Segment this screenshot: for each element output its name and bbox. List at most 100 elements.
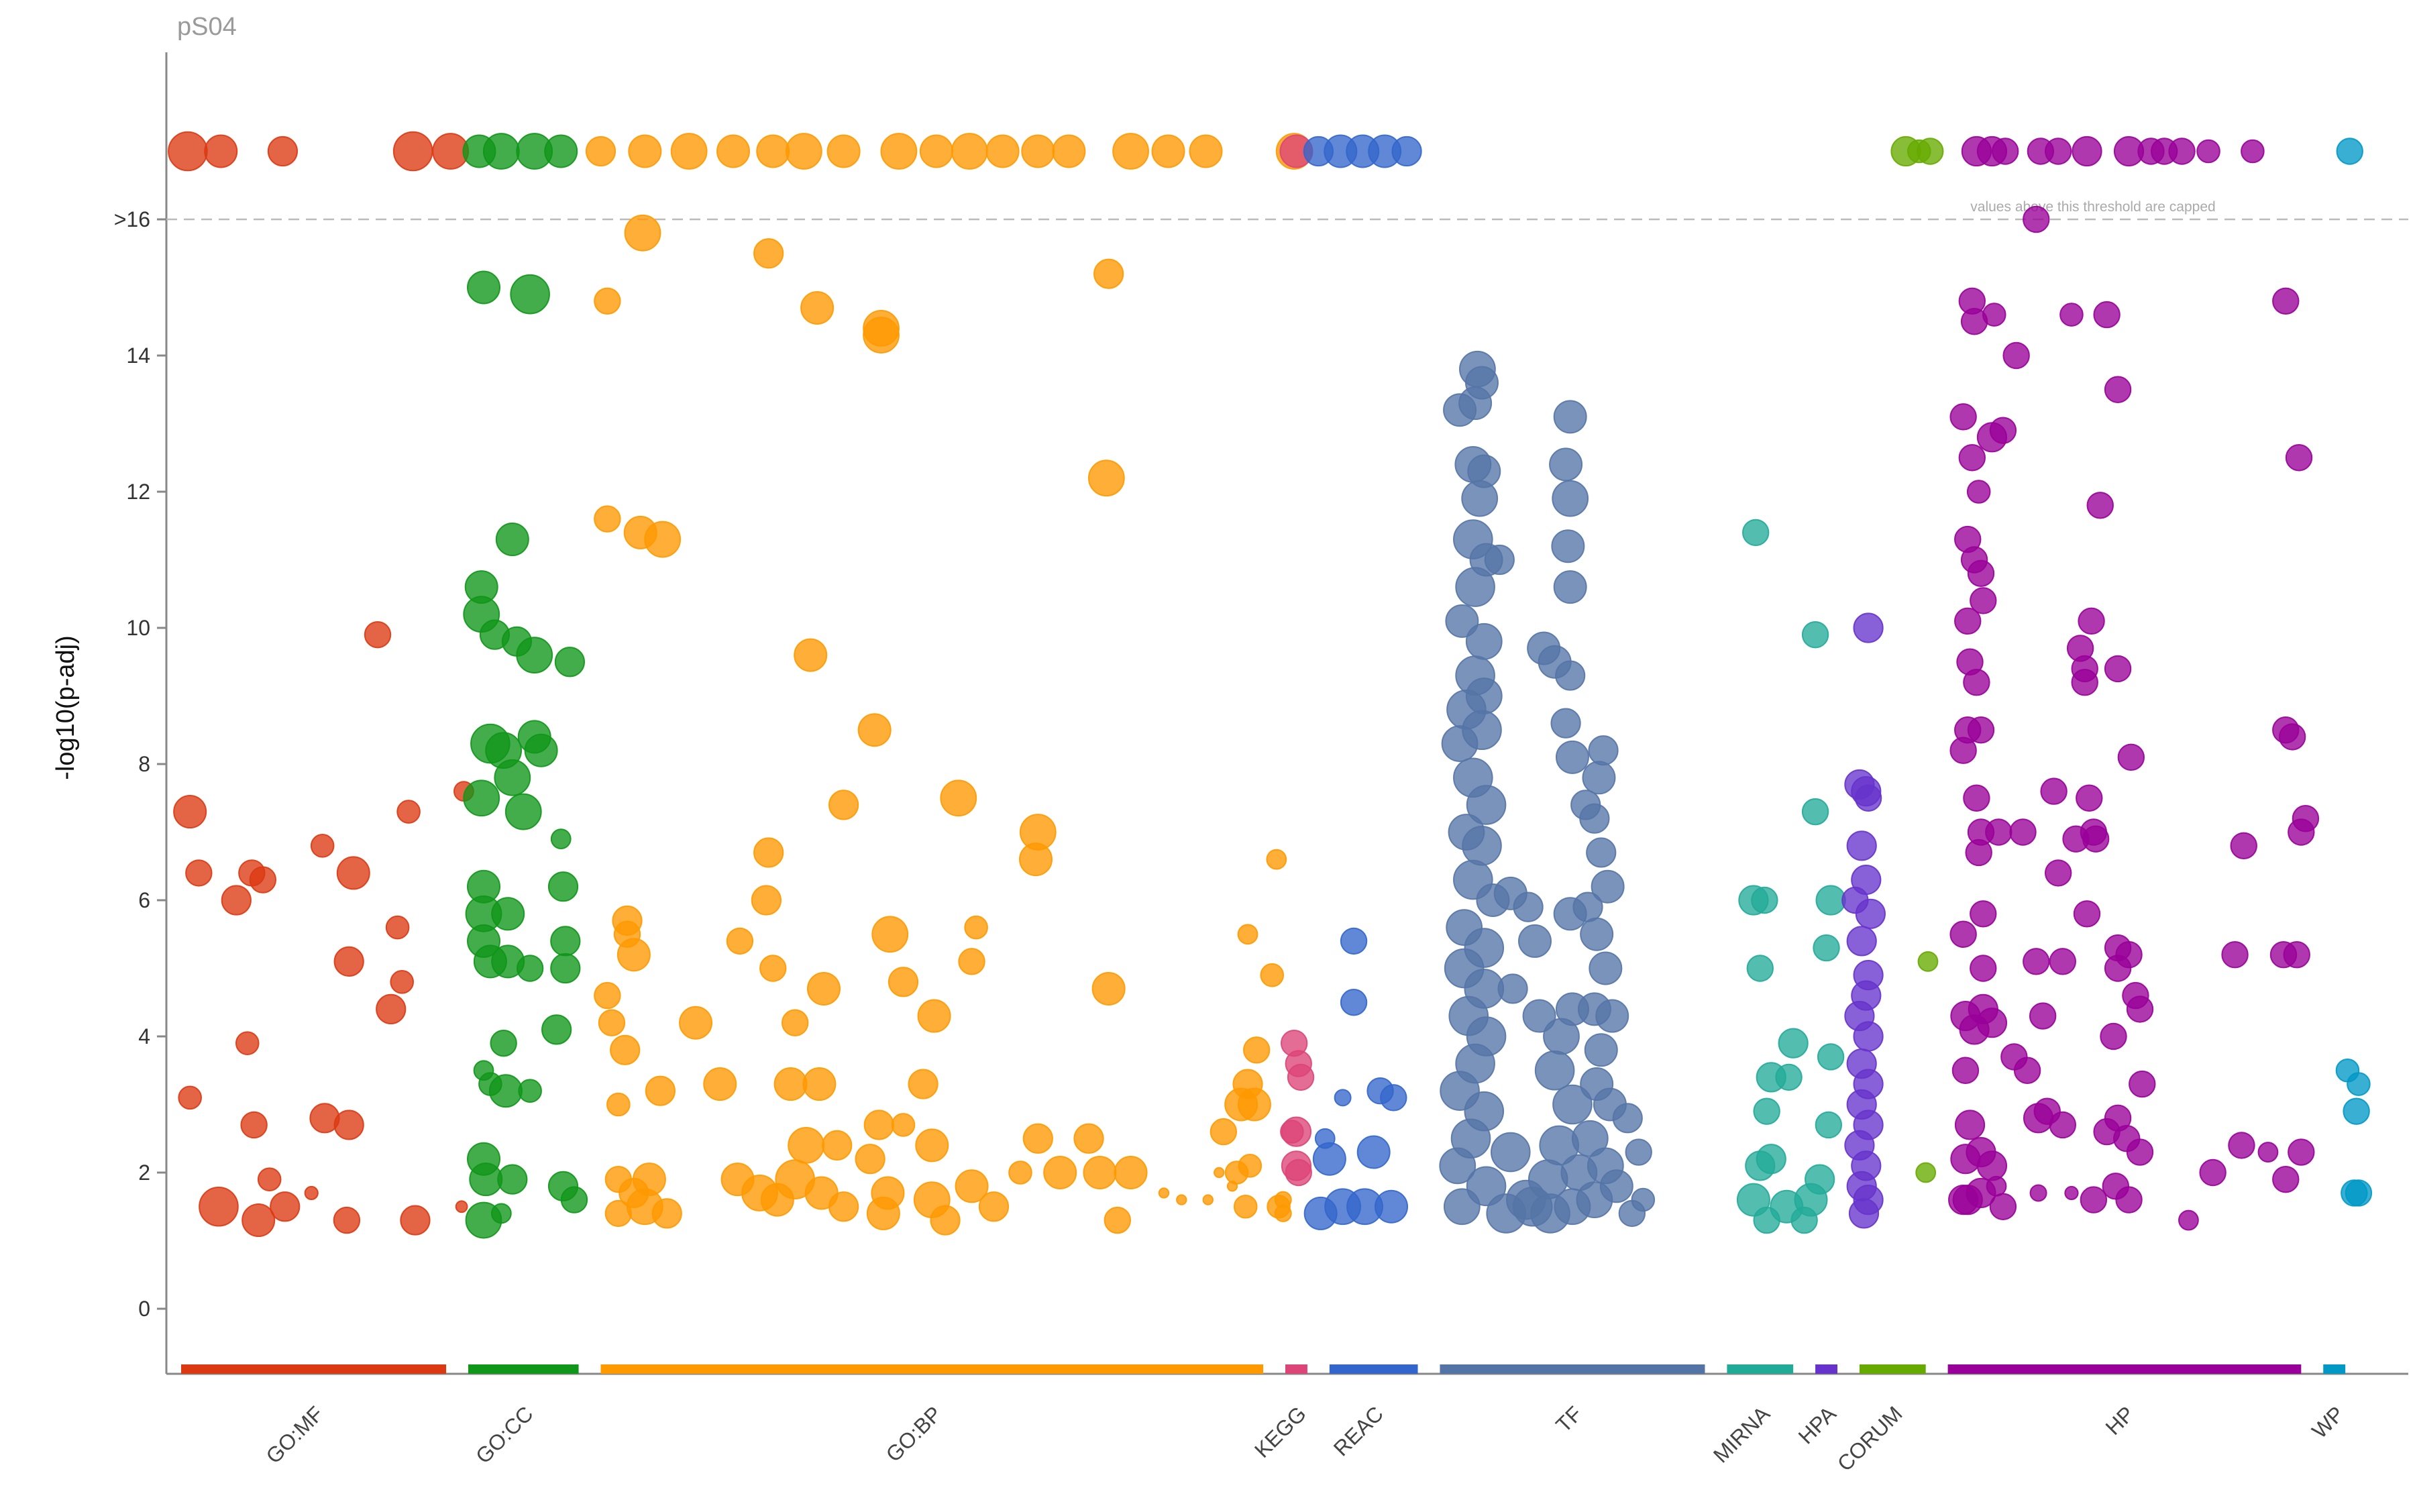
source-bar	[1285, 1364, 1307, 1374]
data-point	[1151, 134, 1185, 168]
data-point	[773, 1067, 808, 1101]
data-point	[1465, 623, 1503, 660]
data-point	[1513, 892, 1544, 922]
data-point	[645, 1075, 676, 1106]
data-point	[1949, 737, 1977, 764]
data-point	[1595, 999, 1629, 1033]
series-points	[2335, 138, 2373, 1207]
y-tick-label: 6	[138, 888, 150, 912]
data-point	[1112, 133, 1149, 170]
data-point	[594, 981, 621, 1010]
data-point	[1260, 963, 1285, 987]
data-point	[1266, 849, 1287, 870]
data-point	[2072, 136, 2102, 167]
data-point	[495, 523, 529, 557]
data-point	[785, 133, 822, 170]
data-point	[1552, 1084, 1593, 1125]
data-point	[1274, 1204, 1292, 1222]
data-point	[1280, 1120, 1304, 1144]
data-point	[1073, 1123, 1104, 1154]
data-point	[1555, 740, 1589, 774]
data-point	[1976, 1150, 2008, 1181]
data-point	[1853, 612, 1884, 643]
data-point	[822, 1130, 853, 1161]
data-point	[1334, 1089, 1352, 1107]
source-label: CORUM	[1833, 1401, 1907, 1476]
data-point	[1970, 587, 1997, 614]
data-point	[1989, 1193, 2017, 1220]
data-point	[751, 885, 782, 916]
source-label: HPA	[1794, 1401, 1841, 1449]
series-points	[1439, 350, 1656, 1234]
data-point	[1790, 1206, 1818, 1234]
data-point	[1312, 1142, 1346, 1176]
data-point	[2078, 607, 2105, 635]
y-tick-label: 8	[138, 752, 150, 776]
data-point	[2272, 1165, 2300, 1193]
data-point	[249, 866, 277, 894]
data-point	[598, 1009, 626, 1036]
data-point	[1008, 1160, 1032, 1185]
data-point	[2228, 1132, 2255, 1159]
data-points	[168, 131, 2373, 1239]
data-point	[703, 1067, 737, 1101]
source-bar	[2323, 1364, 2346, 1374]
data-point	[2100, 1022, 2127, 1050]
data-point	[2115, 941, 2143, 969]
data-point	[560, 1186, 588, 1213]
data-point	[240, 1111, 268, 1139]
data-point	[985, 134, 1020, 168]
data-point	[310, 834, 335, 858]
data-point	[2023, 205, 2050, 233]
data-point	[1963, 784, 1990, 812]
data-point	[204, 134, 238, 168]
y-axis: 0 2 4 6 8 10 12 14 >16	[114, 52, 168, 1374]
y-tick-label: >16	[114, 207, 150, 231]
source-bar	[1727, 1364, 1794, 1374]
data-point	[2009, 818, 2037, 846]
data-point	[1579, 803, 1610, 834]
data-point	[1087, 460, 1125, 497]
data-point	[1237, 924, 1258, 945]
data-point	[1114, 1156, 1148, 1189]
data-point	[333, 1206, 361, 1234]
data-point	[333, 946, 364, 977]
series-points	[585, 133, 1313, 1236]
y-tick-label: 4	[138, 1024, 150, 1048]
threshold-line: values above this threshold are capped	[166, 199, 2408, 221]
data-point	[267, 136, 299, 167]
data-point	[828, 1191, 859, 1222]
data-point	[756, 134, 790, 168]
data-point	[1243, 1036, 1271, 1064]
data-point	[679, 1006, 713, 1040]
data-point	[469, 1163, 503, 1197]
data-point	[173, 795, 207, 829]
series-points	[168, 131, 474, 1238]
data-point	[1991, 138, 2019, 165]
data-point	[2178, 1209, 2199, 1231]
data-point	[1813, 934, 1840, 962]
threshold-note: values above this threshold are capped	[1970, 199, 2215, 215]
data-point	[168, 131, 208, 172]
data-point	[1817, 1043, 1845, 1071]
series-points	[1890, 136, 1944, 1183]
data-point	[488, 1074, 523, 1108]
data-point	[915, 1128, 949, 1163]
data-point	[1461, 480, 1499, 517]
data-point	[2040, 777, 2068, 805]
data-point	[716, 134, 750, 168]
data-point	[390, 970, 415, 994]
data-point	[1599, 1169, 1633, 1203]
data-point	[2347, 1072, 2371, 1096]
data-point	[1176, 1194, 1187, 1205]
y-tick-label: 14	[126, 343, 150, 368]
y-tick-label: 0	[138, 1297, 150, 1321]
data-point	[1778, 1028, 1809, 1059]
data-point	[1967, 559, 1995, 587]
data-point	[2168, 138, 2196, 165]
data-point	[753, 837, 784, 868]
data-point	[2029, 1002, 2057, 1030]
data-point	[392, 131, 433, 172]
data-point	[504, 793, 542, 830]
data-point	[1751, 886, 1778, 914]
